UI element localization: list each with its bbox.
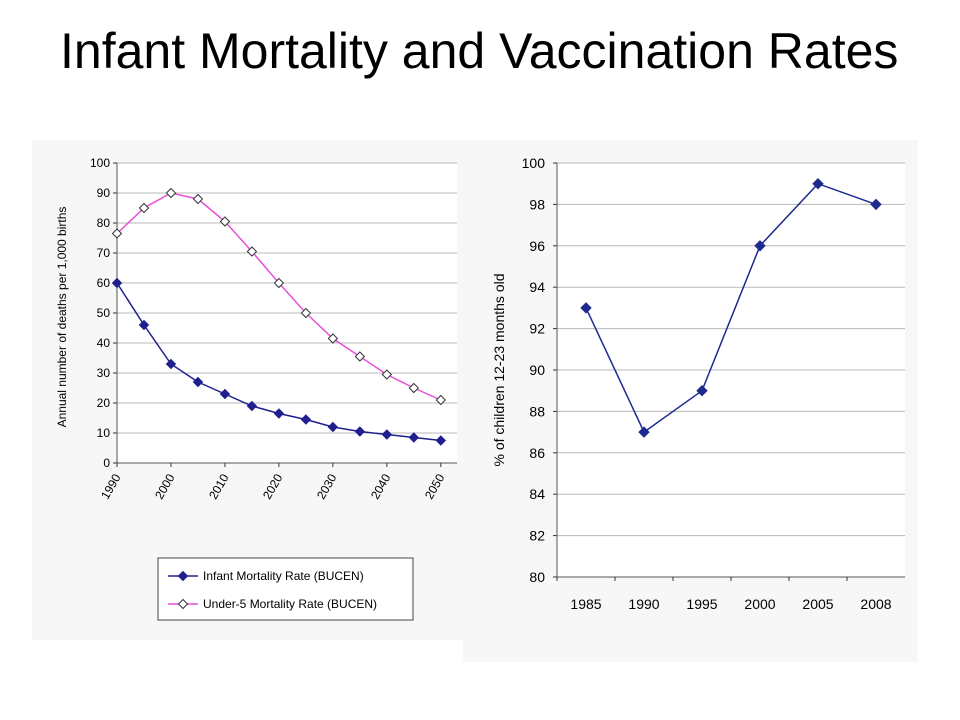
mortality-chart-panel: 0 10 20 30 40 50 60 70 80 90 100 1990 2000 2010 2020 20… [32,140,464,640]
x-tick-label: 2005 [802,596,833,612]
vaccination-point [696,384,708,397]
y-tick-label: 86 [529,445,545,461]
infant-mortality-point [111,277,123,289]
infant-mortality-point [138,319,150,331]
y-tick-label: 80 [97,216,111,230]
x-tick-label: 2000 [152,471,178,501]
y-tick-label: 100 [90,156,110,170]
x-tick-label: 1995 [686,596,717,612]
x-tick-label: 2040 [368,471,394,501]
x-tick-label: 2050 [422,471,448,501]
infant-mortality-point [435,435,447,446]
vaccination-chart: 80 82 84 86 88 90 92 94 96 98 100 1985 1990 1995 2000 2… [491,155,905,612]
infant-mortality-point [327,421,339,433]
y-tick-label: 98 [529,196,545,212]
y-tick-label: 90 [529,362,545,378]
under5-mortality-point [165,187,177,199]
y-tick-label: 80 [529,569,545,585]
under5-mortality-point [381,369,393,380]
under5-mortality-point [327,333,339,344]
under5-mortality-point [246,246,258,257]
under5-mortality-point [435,394,447,406]
x-tick-label: 2010 [206,471,232,501]
infant-mortality-point [219,388,231,400]
y-axis-label: % of children 12-23 months old [491,274,507,467]
infant-mortality-point [408,432,420,443]
vaccination-chart-panel: 80 82 84 86 88 90 92 94 96 98 100 1985 1990 1995 2000 2… [463,140,918,662]
infant-mortality-point [165,358,177,370]
x-tick-label: 2000 [744,596,775,612]
infant-mortality-point [381,429,393,440]
legend-entry: Infant Mortality Rate (BUCEN) [203,569,364,583]
y-tick-label: 94 [529,279,545,295]
vaccination-point [870,198,882,211]
under5-mortality-point [273,277,285,289]
y-axis-label: Annual number of deaths per 1,000 births [55,207,69,428]
y-tick-label: 70 [97,246,111,260]
infant-mortality-point [192,376,204,388]
y-tick-label: 90 [97,186,111,200]
y-tick-label: 82 [529,528,545,544]
under5-mortality-point [408,382,420,394]
under5-mortality-point [300,307,312,319]
under5-mortality-point [354,351,366,362]
infant-mortality-point [354,426,366,437]
x-tick-label: 1985 [570,596,601,612]
under5-mortality-point [138,202,150,214]
slide-title: Infant Mortality and Vaccination Rates [60,23,899,79]
legend-box [157,557,414,621]
y-tick-label: 100 [522,155,546,171]
y-tick-label: 96 [529,238,545,254]
vaccination-point [638,426,650,438]
under5-mortality-point [192,193,204,205]
y-tick-label: 10 [97,426,111,440]
vaccination-point [580,302,592,314]
x-tick-label: 1990 [628,596,659,612]
y-tick-label: 20 [97,396,111,410]
legend-swatch-marker [177,598,189,610]
y-tick-label: 92 [529,321,545,337]
vaccination-point [754,240,766,252]
legend-swatch-marker [177,570,189,582]
legend-entry: Under-5 Mortality Rate (BUCEN) [203,597,377,611]
x-tick-label: 2008 [860,596,891,612]
y-tick-label: 40 [97,336,111,350]
infant-mortality-point [273,408,285,419]
vaccination-point [812,177,824,190]
y-tick-label: 30 [97,366,111,380]
x-tick-label: 1990 [98,471,124,501]
y-tick-label: 88 [529,403,545,419]
under5-mortality-point [111,228,123,239]
y-tick-label: 50 [97,306,111,320]
y-tick-label: 60 [97,276,111,290]
infant-mortality-point [246,400,258,412]
x-tick-label: 2020 [260,471,286,501]
infant-mortality-point [300,414,312,425]
vaccination-line [585,182,877,434]
under5-mortality-point [219,216,231,227]
x-tick-label: 2030 [314,471,340,501]
y-tick-label: 0 [103,456,110,470]
y-tick-label: 84 [529,486,545,502]
